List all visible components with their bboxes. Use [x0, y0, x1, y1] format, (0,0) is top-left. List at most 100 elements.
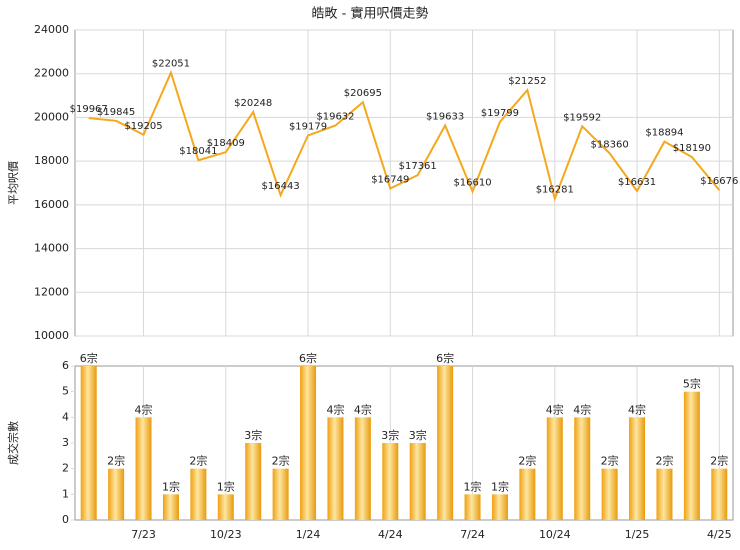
data-label: 4宗: [546, 402, 564, 416]
y-tick-label: 14000: [34, 242, 69, 255]
bar: [656, 468, 673, 520]
x-tick-label: 7/23: [131, 528, 156, 541]
y-tick-label: 3: [62, 436, 69, 449]
data-label: $19633: [426, 111, 464, 122]
data-label: $21252: [508, 76, 546, 87]
x-tick-label: 1/25: [625, 528, 650, 541]
x-tick-label: 10/24: [539, 528, 571, 541]
x-tick-label: 10/23: [210, 528, 242, 541]
bar: [245, 443, 262, 520]
data-label: 4宗: [354, 402, 372, 416]
data-label: 6宗: [80, 351, 98, 365]
data-label: 6宗: [436, 351, 454, 365]
data-label: $16443: [262, 181, 300, 192]
data-label: $18409: [207, 138, 245, 149]
data-label: $19179: [289, 121, 327, 132]
bar: [711, 468, 728, 520]
line: [88, 69, 721, 203]
data-label: $19205: [124, 121, 162, 132]
data-label: 2宗: [107, 454, 125, 468]
y-tick-label: 10000: [34, 329, 69, 342]
data-label: $18041: [179, 146, 217, 157]
y-tick-label: 0: [62, 513, 69, 526]
bar: [382, 443, 399, 520]
data-label: 2宗: [601, 454, 619, 468]
data-label: $18360: [591, 139, 629, 150]
data-label: 4宗: [628, 402, 646, 416]
data-label: 2宗: [272, 454, 290, 468]
data-label: 1宗: [464, 479, 482, 493]
data-label: 4宗: [326, 402, 344, 416]
chart-title: 皓畋 - 實用呎價走勢: [312, 6, 429, 22]
y-tick-label: 18000: [34, 154, 69, 167]
data-label: 4宗: [135, 402, 153, 416]
y-tick-label: 1: [62, 487, 69, 500]
bar: [629, 417, 646, 520]
bar: [80, 366, 97, 520]
data-label: 5宗: [683, 377, 701, 391]
data-label: 1宗: [491, 479, 509, 493]
bar: [574, 417, 591, 520]
data-label: $16281: [536, 185, 574, 196]
data-label: $19632: [316, 111, 354, 122]
y-tick-label: 22000: [34, 67, 69, 80]
bar: [327, 417, 344, 520]
data-label: 2宗: [655, 454, 673, 468]
bar: [409, 443, 426, 520]
data-label: 3宗: [381, 428, 399, 442]
bar: [546, 417, 563, 520]
bar: [190, 468, 207, 520]
data-label: $18190: [673, 143, 711, 154]
data-label: $19799: [481, 108, 519, 119]
x-tick-label: 4/24: [378, 528, 403, 541]
y-tick-label: 2: [62, 462, 69, 475]
data-label: $19845: [97, 107, 135, 118]
bar: [217, 494, 234, 520]
x-tick-label: 1/24: [296, 528, 321, 541]
y-tick-label: 5: [62, 385, 69, 398]
data-label: $16749: [371, 174, 409, 185]
data-label: 3宗: [244, 428, 262, 442]
data-label: $22051: [152, 59, 190, 70]
bar: [519, 468, 536, 520]
data-label: 6宗: [299, 351, 317, 365]
data-label: $16631: [618, 177, 656, 188]
data-label: $18894: [645, 128, 683, 139]
bar: [437, 366, 454, 520]
bar: [683, 391, 700, 520]
x-tick-label: 4/25: [707, 528, 732, 541]
bar: [135, 417, 152, 520]
y-tick-label: 6: [62, 359, 69, 372]
y-axis-label: 平均呎價: [6, 161, 20, 205]
y-tick-label: 20000: [34, 110, 69, 123]
data-label: $17361: [399, 161, 437, 172]
data-label: $20248: [234, 98, 272, 109]
bar: [272, 468, 289, 520]
y-tick-label: 24000: [34, 23, 69, 36]
bar: [162, 494, 179, 520]
bar: [464, 494, 481, 520]
data-label: 2宗: [710, 454, 728, 468]
bar: [300, 366, 317, 520]
y-axis-label: 成交宗數: [6, 421, 20, 465]
bar: [601, 468, 618, 520]
data-label: $16676: [700, 176, 738, 187]
data-label: $19967: [70, 104, 108, 115]
bar: [354, 417, 371, 520]
y-tick-label: 12000: [34, 285, 69, 298]
data-label: 2宗: [518, 454, 536, 468]
bar: [491, 494, 508, 520]
data-label: $20695: [344, 88, 382, 99]
data-label: 2宗: [189, 454, 207, 468]
y-tick-label: 4: [62, 410, 69, 423]
data-label: 3宗: [409, 428, 427, 442]
data-label: 1宗: [217, 479, 235, 493]
data-label: $19592: [563, 112, 601, 123]
bar: [108, 468, 125, 520]
x-tick-label: 7/24: [460, 528, 485, 541]
data-label: 4宗: [573, 402, 591, 416]
data-label: $16610: [453, 178, 491, 189]
data-label: 1宗: [162, 479, 180, 493]
y-tick-label: 16000: [34, 198, 69, 211]
